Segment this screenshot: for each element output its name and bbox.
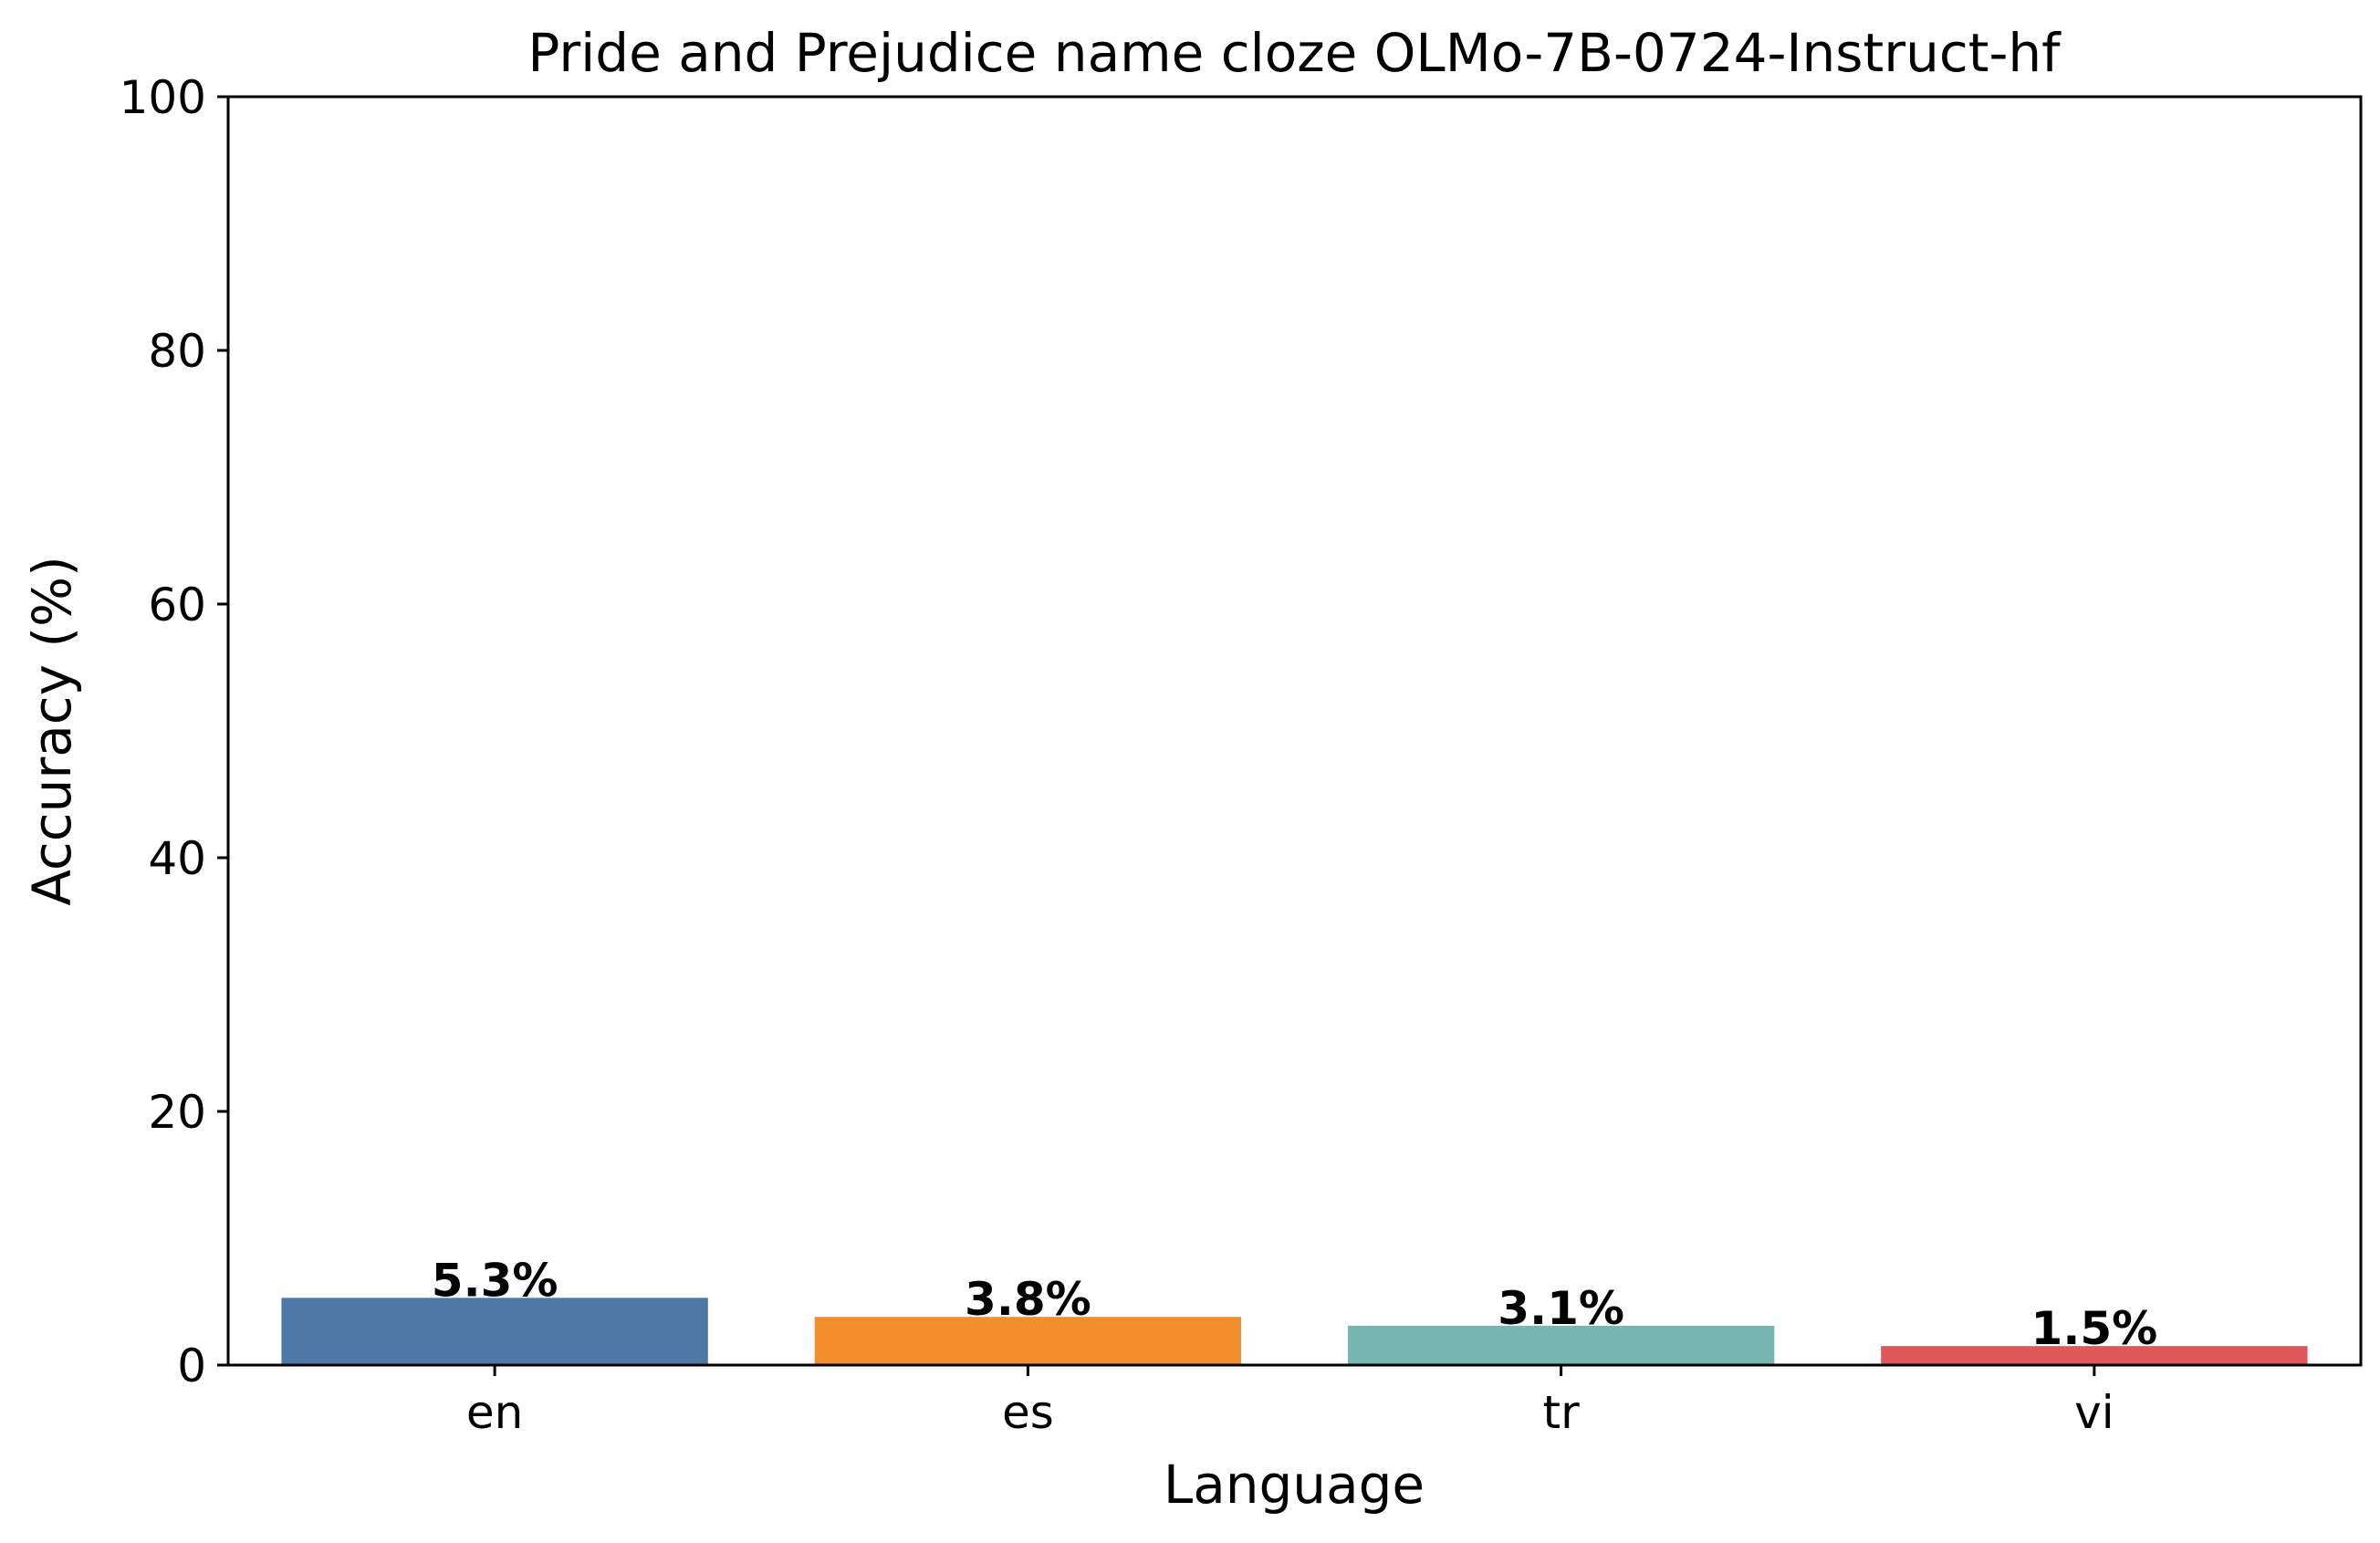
- y-tick-label-0: 0: [177, 1340, 206, 1392]
- y-axis: 0 20 40 60 80 100: [120, 71, 228, 1392]
- y-tick-label-100: 100: [120, 71, 206, 124]
- data-label-vi: 1.5%: [2031, 1302, 2158, 1355]
- data-labels-group: 5.3% 3.8% 3.1% 1.5%: [432, 1254, 2157, 1355]
- y-tick-label-60: 60: [148, 579, 206, 631]
- x-tick-label-es: es: [1002, 1386, 1054, 1439]
- data-label-en: 5.3%: [432, 1254, 558, 1307]
- x-tick-label-vi: vi: [2074, 1386, 2114, 1439]
- bar-en: [281, 1298, 708, 1365]
- data-label-tr: 3.1%: [1498, 1282, 1624, 1335]
- y-axis-label: Accuracy (%): [21, 556, 83, 906]
- x-tick-label-tr: tr: [1543, 1386, 1581, 1439]
- x-tick-label-en: en: [466, 1386, 523, 1439]
- data-label-es: 3.8%: [965, 1273, 1091, 1326]
- bars-group: [281, 1298, 2308, 1365]
- chart-title: Pride and Prejudice name cloze OLMo-7B-0…: [527, 22, 2062, 84]
- bar-vi: [1881, 1346, 2308, 1365]
- x-axis-label: Language: [1164, 1454, 1425, 1516]
- y-tick-label-20: 20: [148, 1086, 206, 1139]
- x-axis: en es tr vi: [466, 1365, 2114, 1439]
- bar-tr: [1347, 1325, 1775, 1365]
- y-tick-label-40: 40: [148, 832, 206, 885]
- y-tick-label-80: 80: [148, 325, 206, 378]
- bar-es: [814, 1317, 1242, 1365]
- plot-area-frame: [226, 95, 2363, 1367]
